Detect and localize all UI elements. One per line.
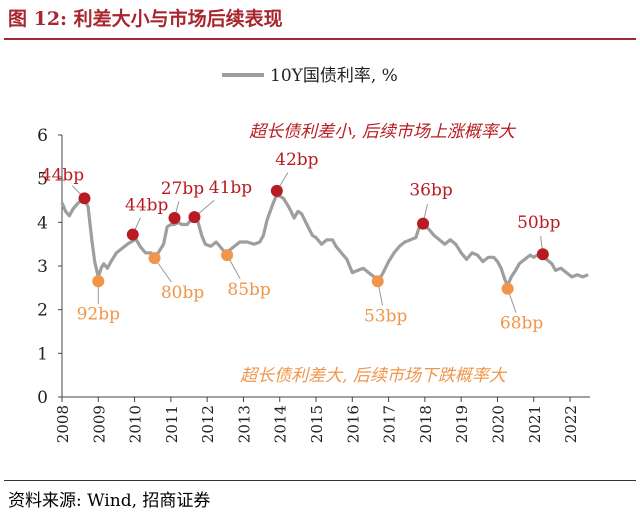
x-tick-label: 2009 <box>90 405 108 443</box>
high-spread-label: 41bp <box>209 178 253 198</box>
series-layer <box>60 194 589 288</box>
high-spread-marker <box>417 217 430 230</box>
low-spread-marker <box>148 252 161 265</box>
source-note: 资料来源: Wind, 招商证券 <box>8 491 211 511</box>
low-spread-label: 92bp <box>77 304 121 324</box>
x-tick-label: 2017 <box>381 405 399 443</box>
high-spread-marker <box>188 211 201 224</box>
low-spread-marker <box>92 275 105 288</box>
x-tick-label: 2015 <box>308 405 326 443</box>
x-tick-label: 2018 <box>417 405 435 443</box>
x-tick-label: 2021 <box>526 405 544 443</box>
high-spread-label: 36bp <box>409 181 453 201</box>
high-spread-label: 42bp <box>275 150 319 170</box>
title-divider <box>4 38 636 40</box>
downside-annotation: 超长债利差大, 后续市场下跌概率大 <box>240 366 508 386</box>
low-spread-marker <box>371 275 384 288</box>
high-spread-label: 27bp <box>161 179 205 199</box>
y-tick-label: 3 <box>37 257 48 277</box>
x-tick-label: 2019 <box>453 405 471 443</box>
high-spread-marker <box>78 192 91 205</box>
low-spread-label: 68bp <box>500 314 544 334</box>
line-chart: 10Y国债利率, % 超长债利差小, 后续市场上涨概率大 超长债利差大, 后续市… <box>37 66 590 443</box>
high-spread-label: 44bp <box>125 196 169 216</box>
y-tick-label: 2 <box>37 301 48 321</box>
legend: 10Y国债利率, % <box>222 66 398 86</box>
y-tick-label: 6 <box>37 126 48 146</box>
yield-series-line <box>60 194 589 288</box>
x-tick-label: 2012 <box>199 405 217 443</box>
low-spread-marker <box>221 249 234 262</box>
low-spread-label: 80bp <box>161 283 205 303</box>
figure-title: 图 12: 利差大小与市场后续表现 <box>8 8 283 30</box>
low-spread-marker <box>501 282 514 295</box>
high-spread-marker <box>126 228 139 241</box>
y-tick-label: 4 <box>37 213 48 233</box>
low-spread-label: 85bp <box>227 280 271 300</box>
high-spread-marker <box>168 211 181 224</box>
x-tick-label: 2010 <box>127 405 145 443</box>
high-spread-marker <box>536 248 549 261</box>
axes: 0 1 2 3 4 5 6 2008 2009 2010 2011 2012 2013 2014 2015 2… <box>37 126 590 443</box>
high-spread-label: 50bp <box>517 213 561 233</box>
y-tick-label: 0 <box>37 388 48 408</box>
legend-label: 10Y国债利率, % <box>270 66 398 86</box>
x-tick-label: 2020 <box>489 405 507 443</box>
x-tick-label: 2013 <box>235 405 253 443</box>
y-tick-label: 5 <box>37 170 48 190</box>
high-spread-marker <box>270 184 283 197</box>
x-tick-label: 2008 <box>54 405 72 443</box>
low-spread-label: 53bp <box>364 306 408 326</box>
source-divider <box>4 480 636 481</box>
x-tick-label: 2014 <box>272 405 290 443</box>
high-spread-label: 44bp <box>41 165 85 185</box>
y-tick-label: 1 <box>37 344 48 364</box>
upside-annotation: 超长债利差小, 后续市场上涨概率大 <box>249 122 517 142</box>
x-tick-label: 2011 <box>163 405 181 443</box>
x-tick-label: 2016 <box>344 405 362 443</box>
x-tick-label: 2022 <box>562 405 580 443</box>
